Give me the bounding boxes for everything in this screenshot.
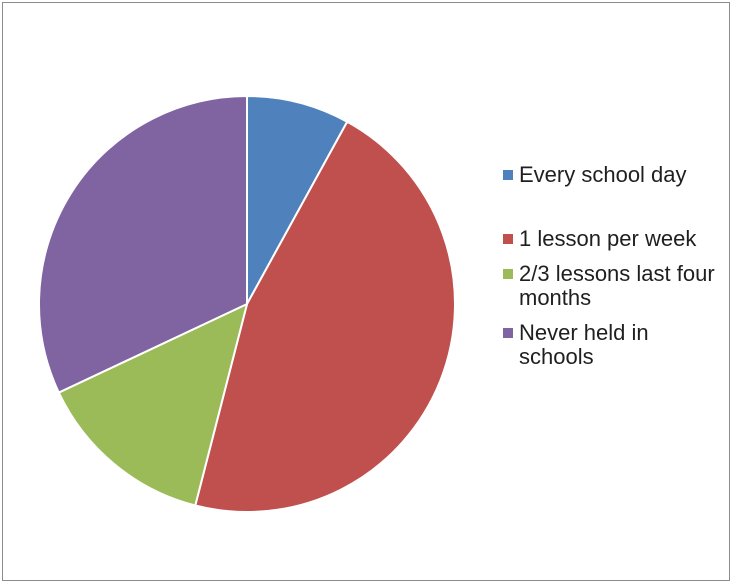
pie-slice-every-school-day: [246, 94, 349, 305]
pie-slice-2-3-lessons-last-four-months: [57, 302, 249, 507]
legend-label-never-held-in-schools: Never held in schools: [519, 320, 649, 369]
legend-label-every-school-day: Every school day: [519, 162, 687, 187]
legend-swatch-1-lesson-per-week: [503, 234, 513, 244]
pie-slice-never-held-in-schools: [38, 94, 248, 394]
pie-slice-1-lesson-per-week: [194, 120, 456, 513]
legend-swatch-never-held-in-schools: [503, 328, 513, 338]
legend-swatch-2-3-lessons-last-four-months: [503, 269, 513, 279]
legend-item-2-3-lessons-last-four-months: 2/3 lessons last four months: [503, 262, 728, 310]
legend-item-1-lesson-per-week: 1 lesson per week: [503, 227, 728, 251]
legend-item-never-held-in-schools: Never held in schools: [503, 321, 728, 369]
pie-chart: [38, 94, 456, 513]
legend-item-every-school-day: Every school day: [503, 163, 728, 187]
pie-slices: [38, 94, 456, 513]
legend-swatch-every-school-day: [503, 170, 513, 180]
legend-label-2-3-lessons-last-four-months: 2/3 lessons last four months: [519, 261, 715, 310]
legend-label-1-lesson-per-week: 1 lesson per week: [519, 226, 697, 251]
legend: Every school day 1 lesson per week 2/3 l…: [503, 163, 728, 369]
